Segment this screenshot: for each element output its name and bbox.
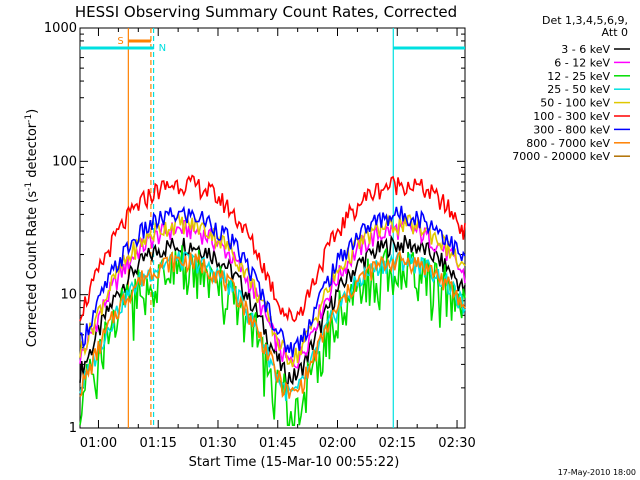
flag-label-n: N <box>159 43 166 54</box>
series-line-4 <box>79 213 466 368</box>
x-tick-label: 02:15 <box>379 436 416 451</box>
legend-label: 7000 - 20000 keV <box>512 150 610 163</box>
y-tick-label: 10 <box>60 288 77 303</box>
legend-label: 800 - 7000 keV <box>526 137 610 150</box>
series-line-6 <box>79 205 466 358</box>
plot-frame <box>79 27 466 429</box>
x-tick-label: 02:00 <box>319 436 356 451</box>
series-line-1 <box>79 219 466 370</box>
x-tick-label: 01:30 <box>199 436 236 451</box>
legend-header: Att 0 <box>602 26 628 39</box>
legend-label: 12 - 25 keV <box>547 70 610 83</box>
flag-label-s: S <box>117 36 123 47</box>
x-tick-label: 01:15 <box>139 436 176 451</box>
series-line-2 <box>79 245 466 426</box>
x-tick-label: 01:00 <box>80 436 117 451</box>
x-tick-label: 02:30 <box>438 436 475 451</box>
y-tick-label: 1 <box>69 421 77 436</box>
legend-label: 300 - 800 keV <box>533 123 610 136</box>
chart-title: HESSI Observing Summary Count Rates, Cor… <box>75 3 457 21</box>
legend-label: 3 - 6 keV <box>561 43 610 56</box>
legend-label: 25 - 50 keV <box>547 83 610 96</box>
x-tick-label: 01:45 <box>259 436 296 451</box>
footer-timestamp: 17-May-2010 18:00 <box>558 468 636 477</box>
legend-header: Det 1,3,4,5,6,9, <box>542 14 628 27</box>
legend-label: 50 - 100 keV <box>540 97 610 110</box>
y-tick-label: 100 <box>52 154 77 169</box>
legend-label: 6 - 12 keV <box>554 56 610 69</box>
legend-label: 100 - 300 keV <box>533 110 610 123</box>
axis-ticks: 1 10 100 1000 01:00 01:15 01:30 01:45 02:00 02:15… <box>44 21 476 451</box>
y-axis-label: Corrected Count Rate (s-1 detector-1) <box>24 109 40 347</box>
series-line-7 <box>79 249 466 399</box>
x-axis-label: Start Time (15-Mar-10 00:55:22) <box>189 455 400 470</box>
observing-flags: SN <box>80 28 465 428</box>
y-tick-label: 1000 <box>44 21 77 36</box>
series-line-0 <box>79 234 466 387</box>
series-lines <box>79 174 466 426</box>
series-line-5 <box>79 174 466 323</box>
